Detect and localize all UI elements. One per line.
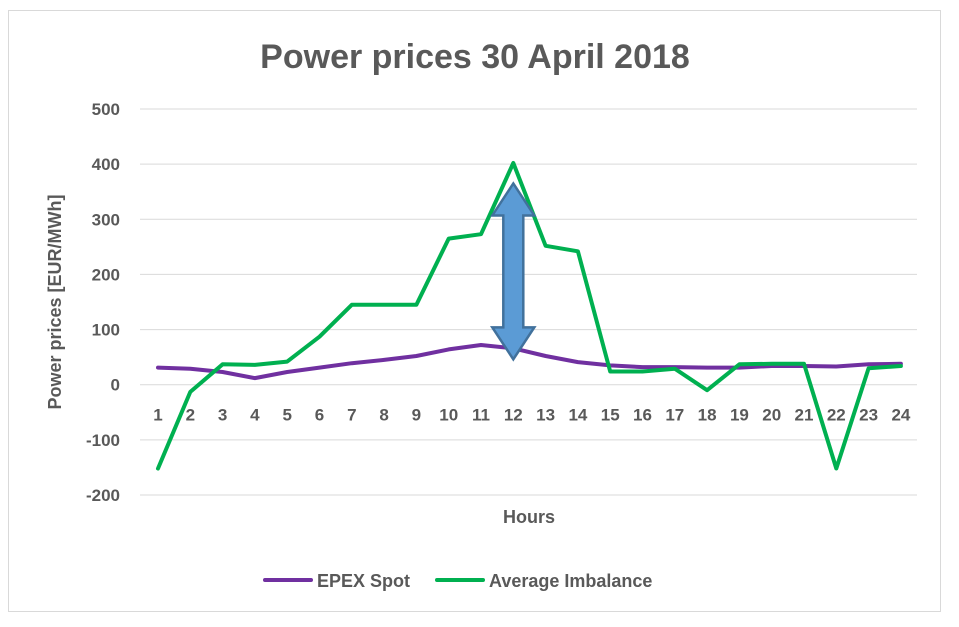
x-tick-label: 12 xyxy=(504,406,523,425)
x-tick-label: 23 xyxy=(859,406,878,425)
y-tick-label: -100 xyxy=(86,431,120,450)
x-tick-label: 9 xyxy=(412,406,421,425)
x-tick-label: 6 xyxy=(315,406,324,425)
x-tick-label: 4 xyxy=(250,406,260,425)
double-arrow-icon xyxy=(489,181,537,362)
x-tick-label: 18 xyxy=(698,406,717,425)
x-tick-label: 20 xyxy=(762,406,781,425)
x-tick-label: 5 xyxy=(282,406,291,425)
series-line-epex-spot xyxy=(156,343,903,381)
x-axis-title: Hours xyxy=(503,507,555,527)
legend-label-average-imbalance: Average Imbalance xyxy=(489,571,652,591)
y-tick-label: 0 xyxy=(111,376,120,395)
x-tick-label: 13 xyxy=(536,406,555,425)
x-tick-label: 1 xyxy=(153,406,162,425)
y-tick-label: 400 xyxy=(92,155,120,174)
legend: EPEX Spot Average Imbalance xyxy=(263,571,652,591)
series-line-average-imbalance xyxy=(156,161,903,471)
x-tick-label: 3 xyxy=(218,406,227,425)
x-tick-label: 24 xyxy=(891,406,910,425)
x-axis-ticks: 1 2 3 4 5 6 7 8 9 10 11 12 13 14 15 16 17 18 19 20 21 22 23 24 xyxy=(153,406,911,425)
x-tick-label: 14 xyxy=(568,406,587,425)
x-tick-label: 19 xyxy=(730,406,749,425)
y-tick-label: 200 xyxy=(92,265,120,284)
chart-title: Power prices 30 April 2018 xyxy=(260,38,690,76)
y-tick-label: -200 xyxy=(86,486,120,505)
y-tick-label: 300 xyxy=(92,210,120,229)
chart-frame xyxy=(8,10,941,612)
x-tick-label: 15 xyxy=(601,406,620,425)
x-tick-label: 8 xyxy=(379,406,388,425)
annotation-group xyxy=(489,181,537,362)
y-tick-label: 100 xyxy=(92,321,120,340)
x-tick-label: 7 xyxy=(347,406,356,425)
x-tick-label: 16 xyxy=(633,406,652,425)
x-tick-label: 22 xyxy=(827,406,846,425)
series-group xyxy=(156,161,903,471)
x-tick-label: 21 xyxy=(795,406,814,425)
y-axis-ticks: -200 -100 0 100 200 300 400 500 xyxy=(86,100,120,505)
y-axis-title: Power prices [EUR/MWh] xyxy=(45,194,65,409)
y-tick-label: 500 xyxy=(92,100,120,119)
x-tick-label: 2 xyxy=(186,406,195,425)
legend-label-epex-spot: EPEX Spot xyxy=(317,571,410,591)
x-tick-label: 10 xyxy=(439,406,458,425)
x-tick-label: 17 xyxy=(665,406,684,425)
x-tick-label: 11 xyxy=(472,406,490,425)
gridlines xyxy=(140,108,917,496)
